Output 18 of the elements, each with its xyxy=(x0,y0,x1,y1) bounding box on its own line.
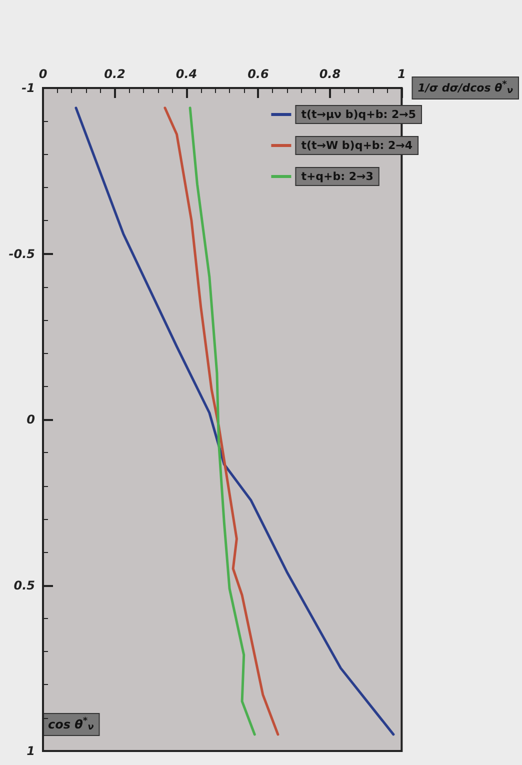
x-tick-label: 0.8 xyxy=(319,67,341,81)
y-tick-label: 0 xyxy=(26,412,35,426)
y-axis-title: cos θ*ν xyxy=(48,716,94,732)
line-series xyxy=(188,106,256,736)
y-tick-label: 1 xyxy=(26,744,35,758)
x-tick-label: 0.6 xyxy=(248,67,269,81)
x-tick-label: 1 xyxy=(397,67,406,81)
x-tick-label: 0.2 xyxy=(104,67,126,81)
legend-label: t(t→μν b)q+b: 2→5 xyxy=(301,108,416,121)
x-tick-label: 0 xyxy=(38,67,48,81)
legend-label: t+q+b: 2→3 xyxy=(301,170,374,183)
x-tick-label: 0.4 xyxy=(176,67,198,81)
y-tick-label: -0.5 xyxy=(8,246,35,261)
x-axis-title: 1/σ dσ/dcos θ*ν xyxy=(418,80,514,96)
line-series xyxy=(164,106,280,736)
y-tick-label: -1 xyxy=(22,81,35,95)
y-tick-label: 0.5 xyxy=(14,578,35,592)
legend-label: t(t→W b)q+b: 2→4 xyxy=(301,139,413,152)
